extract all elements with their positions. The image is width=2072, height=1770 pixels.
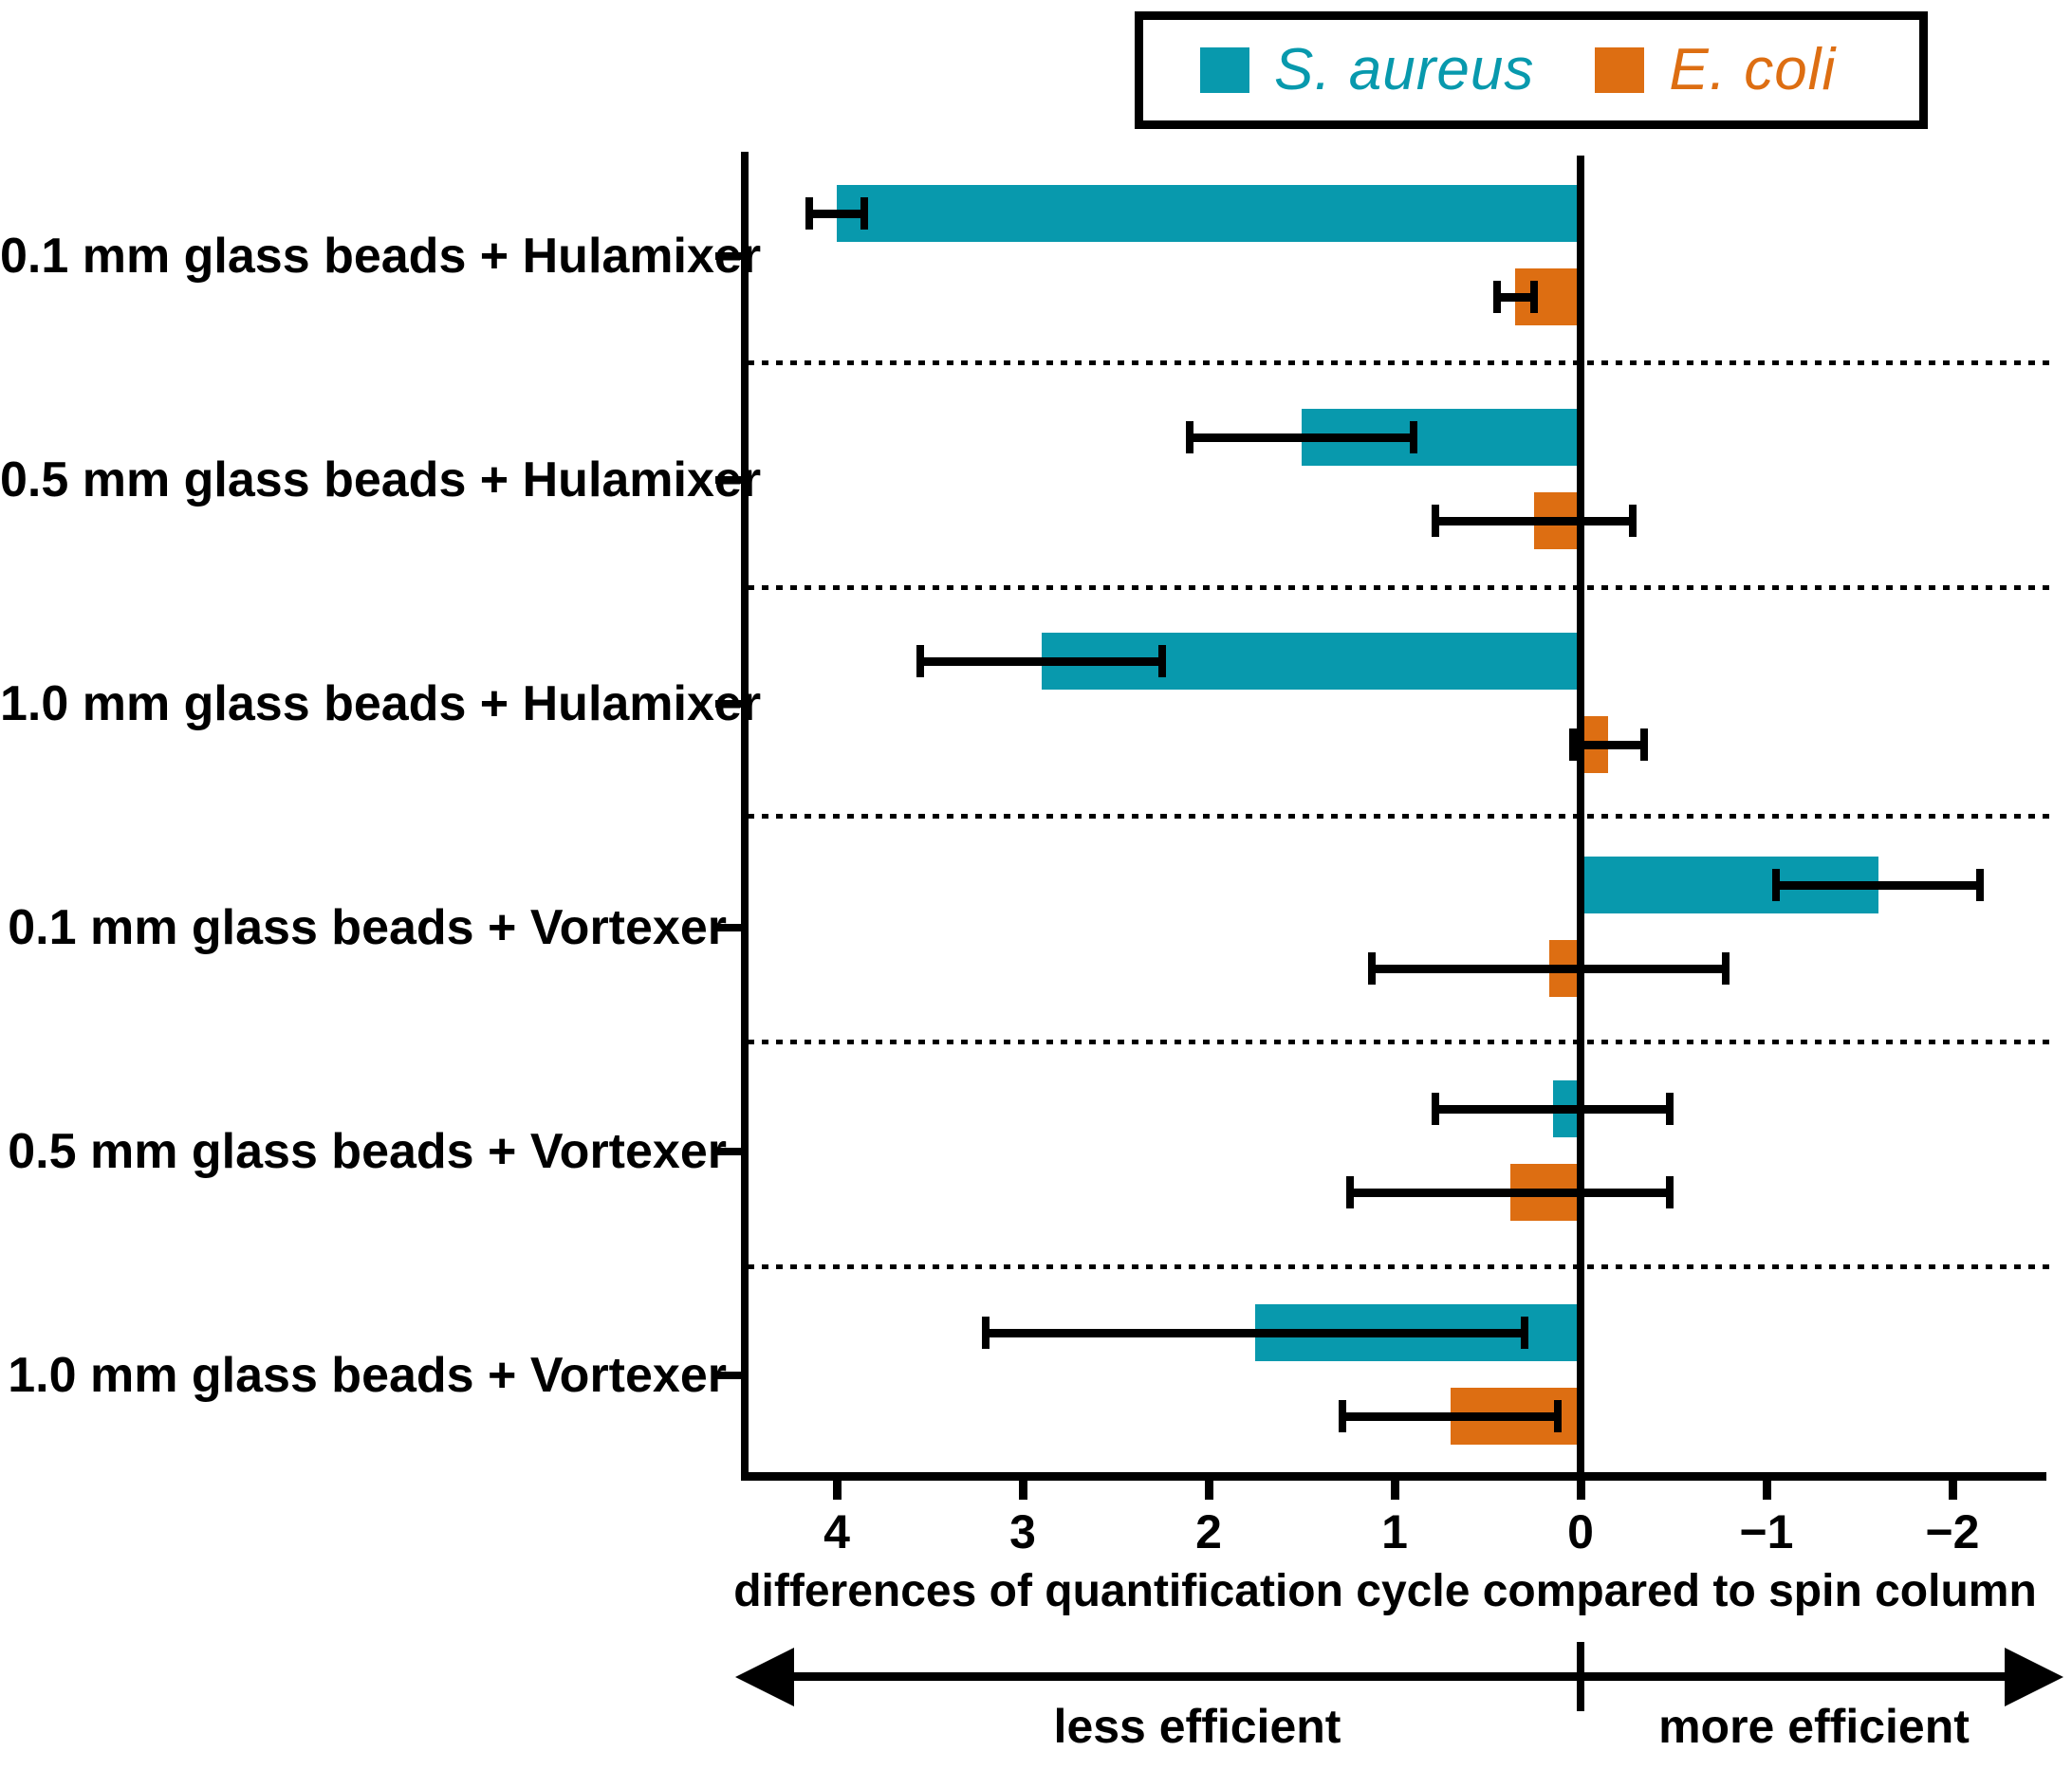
category-tick (715, 924, 742, 931)
error-bar-e-coli (1342, 1412, 1559, 1421)
x-axis-tick (833, 1481, 842, 1500)
category-label: 1.0 mm glass beads + Hulamixer (0, 676, 762, 731)
legend-swatch-s-aureus (1200, 47, 1249, 93)
bar-s-aureus (837, 185, 1581, 242)
error-bar-cap-e-coli (1432, 505, 1440, 537)
x-axis-tick (1019, 1481, 1027, 1500)
error-bar-s-aureus (1435, 1105, 1671, 1114)
error-bar-e-coli (1349, 1189, 1671, 1197)
zero-line (1577, 156, 1584, 1480)
category-tick (715, 476, 742, 484)
x-axis-tick-label: −2 (1925, 1505, 1980, 1558)
error-bar-cap-s-aureus (1432, 1093, 1440, 1125)
error-bar-cap-e-coli (1339, 1400, 1347, 1432)
x-axis-tick-label: 3 (1009, 1505, 1036, 1558)
x-axis-tick-label: 2 (1195, 1505, 1222, 1558)
category-tick (715, 252, 742, 260)
error-bar-cap-s-aureus (1409, 421, 1417, 453)
error-bar-cap-s-aureus (1666, 1093, 1674, 1125)
x-axis-tick-label: −1 (1739, 1505, 1794, 1558)
error-bar-cap-e-coli (1368, 952, 1377, 985)
error-bar-cap-e-coli (1569, 728, 1578, 761)
legend-swatch-e-coli (1595, 47, 1645, 93)
direction-arrow-line (759, 1672, 2040, 1681)
more-efficient-label: more efficient (1658, 1700, 1970, 1753)
x-axis-tick (1391, 1481, 1399, 1500)
error-bar-cap-e-coli (1639, 728, 1648, 761)
category-label: 0.5 mm glass beads + Vortexer (8, 1124, 727, 1179)
error-bar-e-coli (1372, 965, 1726, 973)
arrow-left-icon (735, 1648, 794, 1706)
error-bar-s-aureus (1775, 881, 1981, 890)
error-bar-s-aureus (985, 1329, 1526, 1337)
group-separator (748, 360, 2057, 365)
x-axis-line (741, 1472, 2046, 1481)
category-label: 1.0 mm glass beads + Vortexer (8, 1348, 727, 1403)
error-bar-cap-s-aureus (981, 1317, 990, 1349)
legend-item-s-aureus: S. aureus (1200, 41, 1534, 100)
error-bar-cap-e-coli (1554, 1400, 1563, 1432)
error-bar-cap-e-coli (1530, 281, 1538, 313)
error-bar-cap-s-aureus (1521, 1317, 1529, 1349)
x-axis-tick (1577, 1481, 1585, 1500)
x-axis-tick-label: 4 (823, 1505, 850, 1558)
error-bar-cap-e-coli (1345, 1176, 1354, 1208)
group-separator (748, 814, 2057, 819)
error-bar-cap-e-coli (1666, 1176, 1674, 1208)
error-bar-cap-s-aureus (805, 197, 813, 230)
group-separator (748, 1264, 2057, 1269)
error-bar-cap-s-aureus (1976, 869, 1985, 901)
legend-label-e-coli: E. coli (1669, 37, 1837, 102)
group-separator (748, 585, 2057, 590)
error-bar-e-coli (1573, 741, 1644, 749)
error-bar-cap-e-coli (1628, 505, 1637, 537)
y-axis-line (741, 152, 749, 1480)
category-tick (715, 1148, 742, 1155)
arrow-right-icon (2005, 1648, 2063, 1706)
group-separator (748, 1040, 2057, 1044)
error-bar-cap-s-aureus (916, 645, 925, 677)
error-bar-e-coli (1435, 517, 1633, 525)
category-label: 0.5 mm glass beads + Hulamixer (0, 452, 762, 507)
legend: S. aureus E. coli (1135, 11, 1928, 129)
error-bar-cap-s-aureus (1158, 645, 1166, 677)
legend-label-s-aureus: S. aureus (1274, 37, 1535, 102)
legend-item-e-coli: E. coli (1595, 41, 1836, 100)
x-axis-tick-label: 1 (1381, 1505, 1408, 1558)
x-axis-tick (1949, 1481, 1957, 1500)
category-label: 0.1 mm glass beads + Vortexer (8, 900, 727, 955)
error-bar-cap-e-coli (1721, 952, 1730, 985)
category-label: 0.1 mm glass beads + Hulamixer (0, 229, 762, 284)
x-axis-tick (1205, 1481, 1213, 1500)
less-efficient-label: less efficient (1053, 1700, 1341, 1753)
error-bar-e-coli (1496, 293, 1534, 302)
error-bar-cap-s-aureus (1771, 869, 1780, 901)
category-tick (715, 700, 742, 708)
error-bar-cap-e-coli (1492, 281, 1501, 313)
arrow-zero-tick (1577, 1642, 1584, 1711)
x-axis-tick (1763, 1481, 1771, 1500)
error-bar-cap-s-aureus (1186, 421, 1194, 453)
category-tick (715, 1372, 742, 1379)
error-bar-s-aureus (920, 657, 1162, 666)
x-axis-tick-label: 0 (1567, 1505, 1594, 1558)
x-axis-title: differences of quantification cycle comp… (733, 1566, 2037, 1616)
error-bar-s-aureus (1190, 433, 1414, 442)
error-bar-cap-s-aureus (860, 197, 869, 230)
error-bar-s-aureus (808, 210, 865, 218)
